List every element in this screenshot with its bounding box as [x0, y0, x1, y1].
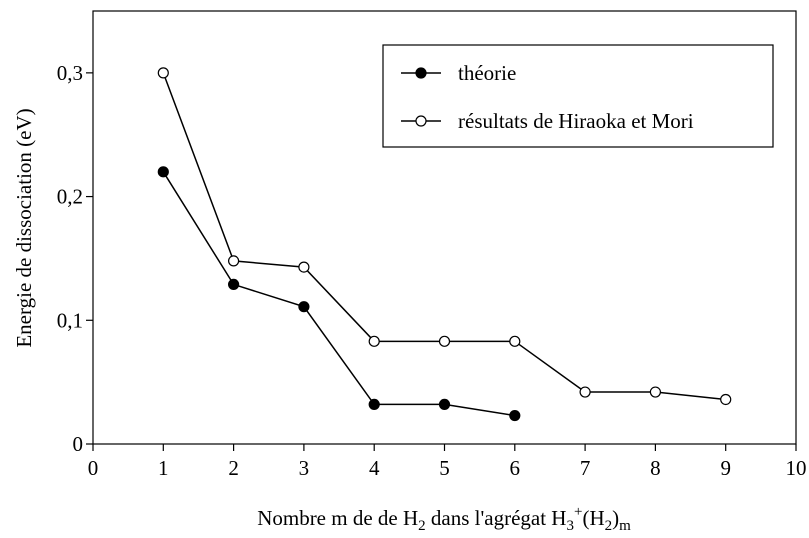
legend-label: résultats de Hiraoka et Mori — [458, 109, 694, 133]
x-axis-label: Nombre m de de H2 dans l'agrégat H3+(H2)… — [257, 504, 631, 534]
x-label-part: 3 — [566, 518, 574, 534]
y-tick-label: 0,2 — [57, 185, 83, 209]
x-tick-label: 0 — [88, 456, 99, 480]
marker — [438, 398, 451, 411]
marker — [368, 335, 380, 347]
marker — [368, 398, 380, 411]
x-label-part: dans l'agrégat H — [426, 506, 567, 530]
y-tick-label: 0 — [73, 432, 84, 456]
marker — [228, 278, 240, 291]
marker — [649, 386, 662, 398]
marker — [298, 261, 310, 273]
x-label-part: 2 — [605, 518, 613, 534]
x-tick-label: 6 — [510, 456, 521, 480]
x-tick-label: 9 — [720, 456, 731, 480]
marker — [415, 115, 427, 127]
x-tick-label: 8 — [650, 456, 661, 480]
marker — [228, 255, 240, 267]
marker — [509, 409, 521, 422]
marker — [509, 335, 521, 347]
marker — [157, 67, 169, 79]
marker — [157, 166, 169, 178]
y-tick-label: 0,1 — [57, 308, 83, 332]
x-label-part: 2 — [418, 518, 426, 534]
y-axis-label: Energie de dissociation (eV) — [12, 108, 36, 347]
x-label-part: m — [619, 518, 631, 534]
x-tick-label: 3 — [299, 456, 310, 480]
x-tick-label: 7 — [580, 456, 591, 480]
legend-label: théorie — [458, 61, 516, 85]
x-label-part: ) — [612, 506, 619, 530]
x-label-part: (H — [582, 506, 604, 530]
marker — [415, 67, 427, 79]
marker — [298, 301, 310, 313]
marker — [720, 393, 732, 406]
marker — [438, 335, 451, 347]
marker — [579, 386, 591, 398]
series-line — [162, 171, 515, 417]
x-tick-label: 10 — [786, 456, 807, 480]
x-label-part: + — [574, 504, 582, 520]
x-tick-label: 1 — [158, 456, 169, 480]
y-tick-label: 0,3 — [57, 61, 83, 85]
x-label-part: Nombre m de de H — [257, 506, 418, 530]
legend-frame — [382, 44, 774, 148]
x-tick-label: 4 — [369, 456, 380, 480]
x-tick-label: 2 — [228, 456, 239, 480]
x-tick-label: 5 — [439, 456, 450, 480]
